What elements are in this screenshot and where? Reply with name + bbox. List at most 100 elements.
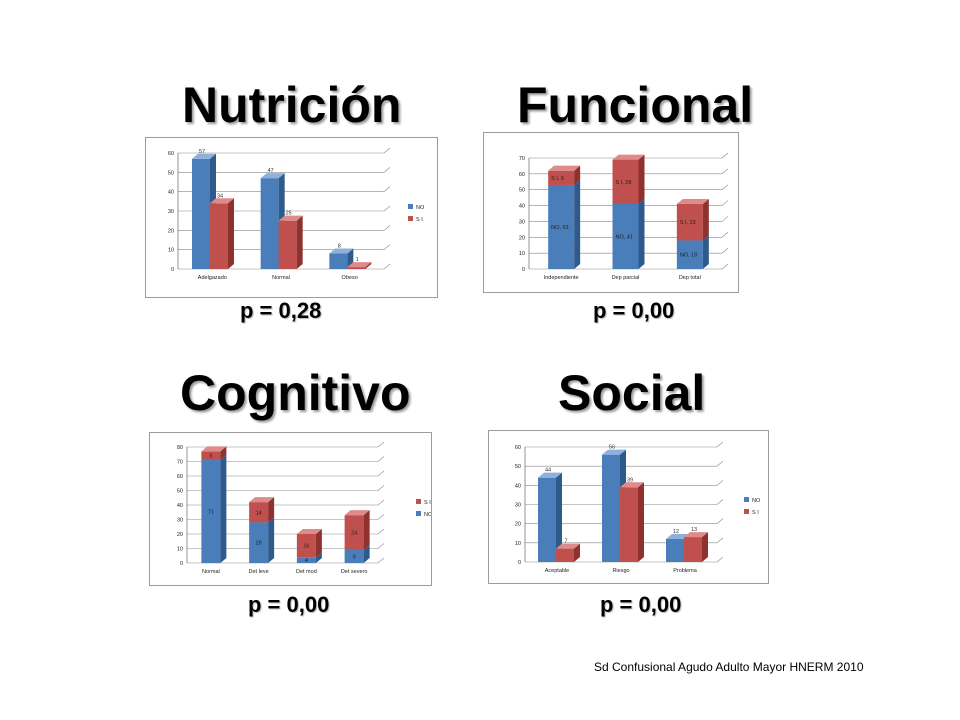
title-social: Social: [558, 365, 706, 421]
bar-social-si: [684, 532, 708, 562]
bar-cognitivo-si: [249, 497, 275, 523]
legend-label: S I: [424, 500, 431, 506]
gridline: [716, 480, 724, 486]
y-tick-label: 50: [168, 170, 174, 176]
data-label: 14: [256, 510, 262, 516]
gridline: [377, 543, 385, 549]
data-label: 25: [286, 211, 292, 217]
gridline: [721, 216, 729, 222]
gridline: [377, 528, 385, 535]
gridline: [383, 167, 391, 173]
gridline: [377, 470, 385, 477]
y-tick-label: 0: [180, 561, 183, 567]
legend-label: NO: [752, 498, 761, 504]
pvalue-nutricion: p = 0,28: [240, 298, 322, 323]
data-label: 44: [545, 468, 551, 474]
data-label: NO, 18: [680, 253, 697, 259]
gridline: [383, 225, 391, 231]
gridline: [721, 168, 729, 175]
bar-social-si: [556, 543, 580, 562]
y-tick-label: 20: [515, 522, 521, 528]
data-label: 4: [305, 558, 308, 564]
x-tick-label: Normal: [202, 569, 220, 575]
gridline: [716, 499, 724, 505]
gridline: [721, 184, 729, 190]
gridline: [721, 232, 729, 238]
data-label: 7: [564, 539, 567, 545]
gridline: [383, 147, 391, 154]
data-label: 6: [209, 454, 212, 460]
title-funcional: Funcional: [517, 77, 754, 133]
legend-label: NO: [424, 512, 431, 518]
gridline: [377, 485, 385, 491]
y-tick-label: 70: [519, 156, 525, 162]
y-tick-label: 40: [519, 204, 525, 210]
bar-cognitivo-si: [344, 510, 370, 550]
gridline: [383, 263, 391, 270]
pvalue-funcional: p = 0,00: [593, 298, 675, 323]
title-nutricion: Nutrición: [182, 77, 402, 133]
y-tick-label: 20: [519, 235, 525, 241]
x-tick-label: Dep parcial: [612, 275, 640, 281]
gridline: [721, 247, 729, 254]
legend-label: S I: [752, 510, 759, 516]
x-tick-label: Problema: [673, 568, 697, 574]
data-label: 34: [217, 193, 223, 199]
y-tick-label: 10: [515, 541, 521, 547]
bar-nutricion-si: [278, 215, 303, 269]
bar-social-si: [620, 482, 644, 562]
y-tick-label: 60: [519, 172, 525, 178]
y-tick-label: 40: [177, 503, 183, 509]
bar-social-no: [538, 472, 562, 562]
gridline: [716, 556, 724, 563]
y-tick-label: 30: [519, 219, 525, 225]
x-tick-label: Independiente: [544, 275, 579, 281]
legend-label: S I: [416, 217, 423, 223]
gridline: [716, 460, 724, 467]
legend-swatch: [744, 509, 749, 514]
y-tick-label: 50: [177, 489, 183, 495]
bar-funcional-si: [676, 198, 709, 241]
y-tick-label: 50: [519, 188, 525, 194]
legend-label: NO: [416, 205, 425, 211]
data-label: 56: [609, 445, 615, 451]
bar-cognitivo-si: [201, 446, 227, 461]
data-label: 24: [351, 531, 357, 537]
gridline: [383, 186, 391, 192]
bar-funcional-si: [612, 154, 645, 204]
gridline: [377, 557, 385, 564]
data-label: S I, 28: [616, 180, 632, 186]
x-tick-label: Det mod: [296, 569, 317, 575]
x-tick-label: Det leve: [249, 569, 269, 575]
data-label: S I, 23: [680, 220, 696, 226]
x-tick-label: Aceptable: [545, 568, 569, 574]
bar-nutricion-si: [347, 262, 372, 269]
data-label: 16: [303, 544, 309, 550]
gridline: [716, 518, 724, 524]
data-label: S I, 9: [551, 176, 564, 182]
bar-funcional-si: [548, 165, 581, 185]
y-tick-label: 10: [519, 251, 525, 257]
bar-cognitivo-si: [296, 529, 322, 558]
gridline: [716, 537, 724, 544]
data-label: NO, 41: [616, 234, 633, 240]
y-tick-label: 30: [515, 503, 521, 509]
data-label: 1: [356, 257, 359, 263]
y-tick-label: 30: [177, 518, 183, 524]
data-label: 47: [268, 168, 274, 174]
data-label: 13: [691, 527, 697, 533]
gridline: [377, 456, 385, 462]
gridline: [721, 263, 729, 270]
legend-swatch: [416, 511, 421, 516]
data-label: 9: [353, 554, 356, 560]
gridline: [377, 441, 385, 448]
chart-cognitivo: 0 10 20 30 40 50 60 70 80 71 6 Normal 28 14 Det leve 4 1…: [149, 432, 432, 586]
x-tick-label: Adelgazado: [198, 275, 227, 281]
gridline: [721, 152, 729, 159]
chart-nutricion: 0 10 20 30 40 50 60 57 34 Adelgazado 47 25 Normal 8 1 O…: [145, 137, 438, 298]
gridline: [383, 205, 391, 212]
data-label: 71: [208, 510, 214, 516]
y-tick-label: 70: [177, 460, 183, 466]
y-tick-label: 20: [177, 532, 183, 538]
gridline: [383, 244, 391, 250]
